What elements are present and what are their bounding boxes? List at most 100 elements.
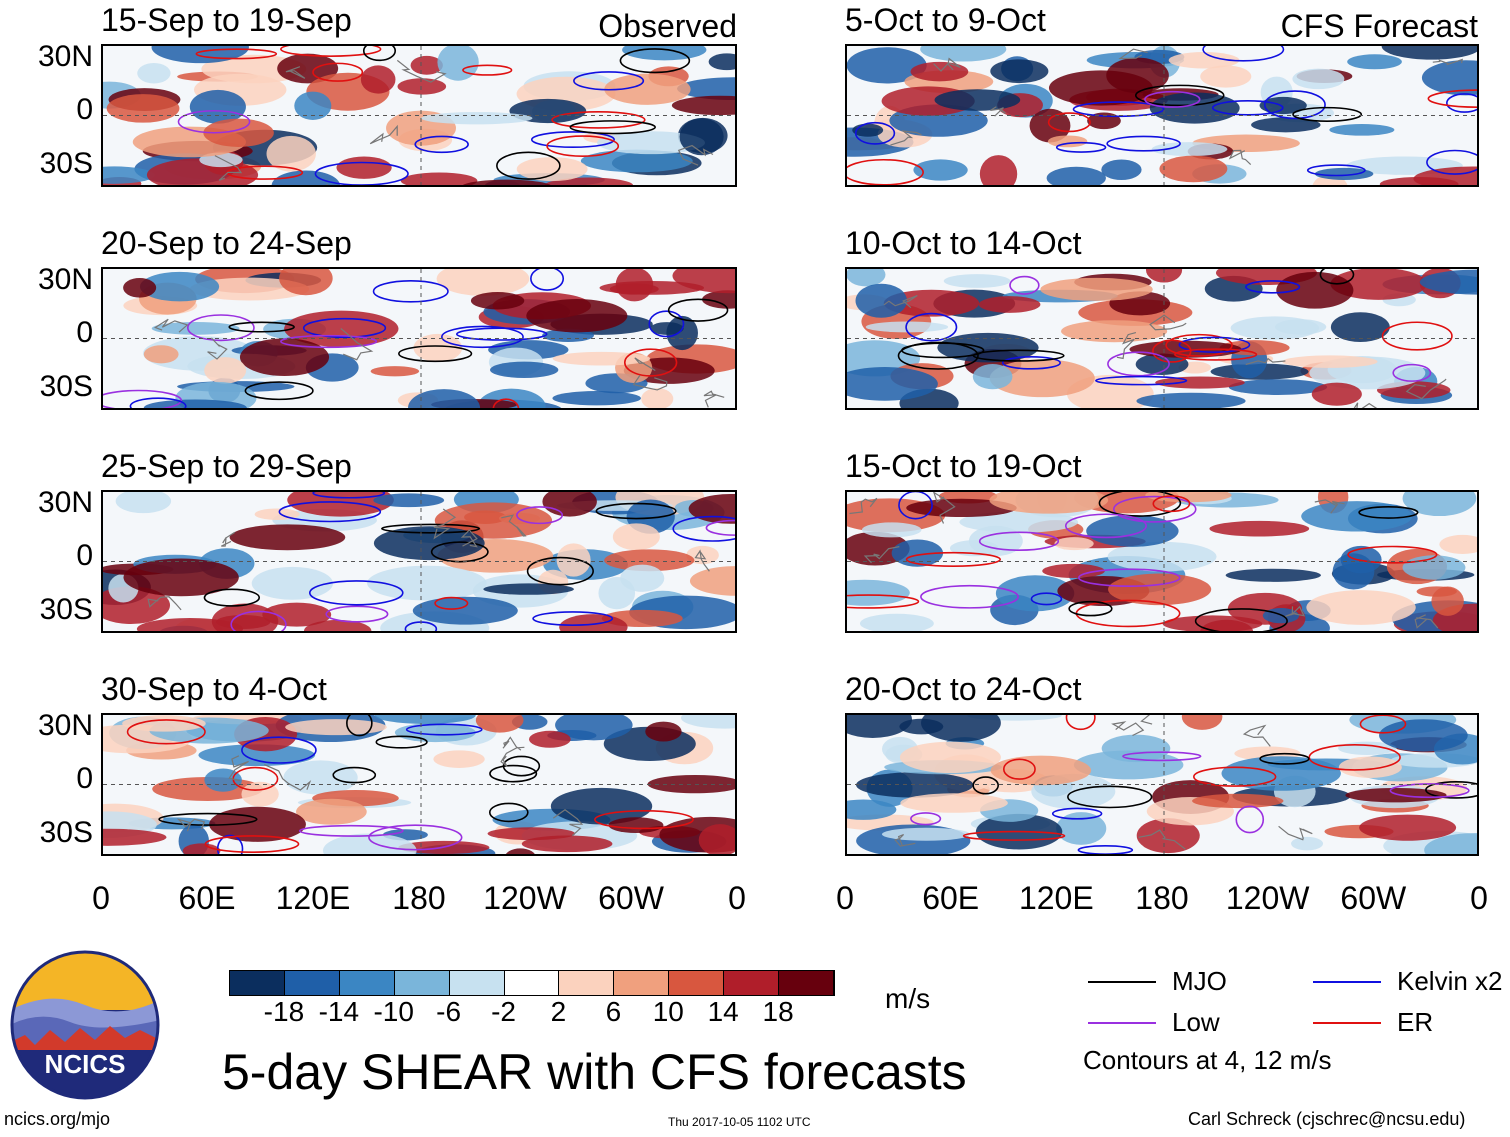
shear-anomaly-blob bbox=[1168, 52, 1240, 69]
shear-anomaly-blob bbox=[123, 558, 239, 597]
site-url[interactable]: ncics.org/mjo bbox=[4, 1109, 111, 1129]
colorbar-tick-label: 18 bbox=[762, 996, 794, 1027]
forecast-panel-title: 15-Oct to 19-Oct bbox=[845, 448, 1082, 484]
shear-anomaly-blob bbox=[989, 492, 1109, 514]
shear-anomaly-blob bbox=[360, 65, 396, 94]
shear-anomaly-blob bbox=[373, 526, 485, 561]
shear-anomaly-blob bbox=[1282, 355, 1378, 368]
shear-anomaly-blob bbox=[608, 817, 664, 833]
shear-anomaly-blob bbox=[1379, 719, 1468, 752]
shear-anomaly-blob bbox=[847, 715, 912, 738]
shear-anomaly-blob bbox=[1101, 159, 1142, 180]
shear-anomaly-blob bbox=[1181, 715, 1223, 730]
colorbar-tick-label: -14 bbox=[318, 996, 360, 1027]
anomaly-contour bbox=[325, 605, 389, 623]
anomaly-contour bbox=[1235, 805, 1265, 834]
shear-anomaly-blob bbox=[143, 399, 247, 408]
legend-swatch bbox=[1088, 1022, 1156, 1024]
lon-tick-label: 120E bbox=[275, 880, 351, 916]
lat-tick-label: 30S bbox=[39, 147, 93, 180]
anomaly-contour bbox=[280, 334, 378, 349]
anomaly-contour bbox=[1202, 46, 1285, 62]
anomaly-contour bbox=[129, 397, 187, 408]
shear-anomaly-blob bbox=[1292, 68, 1345, 90]
anomaly-contour bbox=[594, 810, 694, 830]
shear-anomaly-blob bbox=[979, 155, 1018, 185]
anomaly-contour bbox=[332, 766, 377, 784]
lon-tick-label: 60E bbox=[922, 880, 980, 916]
observed-panel-title: 25-Sep to 29-Sep bbox=[101, 448, 352, 484]
shear-anomaly-blob bbox=[1338, 756, 1402, 779]
shear-anomaly-blob bbox=[900, 793, 1008, 813]
shear-anomaly-blob bbox=[612, 523, 660, 551]
lat-tick-label: 0 bbox=[76, 316, 93, 349]
anomaly-contour bbox=[302, 317, 387, 339]
forecast-map-panel bbox=[845, 713, 1479, 856]
anomaly-contour bbox=[1347, 545, 1438, 564]
shear-anomaly-blob bbox=[906, 498, 1017, 518]
shear-anomaly-blob bbox=[123, 277, 157, 298]
anomaly-contour bbox=[177, 109, 251, 134]
anomaly-contour bbox=[847, 158, 924, 185]
anomaly-contour bbox=[623, 348, 678, 377]
lat-tick-label: 30N bbox=[37, 40, 93, 73]
forecast-panel-title: 5-Oct to 9-Oct bbox=[845, 2, 1046, 38]
forecast-map-panel bbox=[845, 44, 1479, 187]
colorbar-swatch bbox=[559, 971, 615, 995]
anomaly-contour bbox=[1095, 375, 1188, 386]
timestamp: Thu 2017-10-05 1102 UTC bbox=[668, 1115, 811, 1129]
lon-tick-label: 0 bbox=[728, 880, 746, 916]
anomaly-contour bbox=[228, 321, 295, 333]
anomaly-contour bbox=[314, 161, 409, 185]
shear-anomaly-blob bbox=[1056, 812, 1107, 845]
shear-anomaly-blob bbox=[103, 828, 167, 846]
anomaly-contour bbox=[488, 802, 529, 823]
shear-anomaly-blob bbox=[1311, 382, 1362, 406]
anomaly-contour bbox=[1194, 608, 1288, 631]
shear-anomaly-blob bbox=[910, 61, 969, 82]
shear-anomaly-blob bbox=[920, 46, 1007, 62]
legend-swatch bbox=[1313, 981, 1381, 983]
shear-anomaly-blob bbox=[526, 299, 628, 333]
anomaly-contour bbox=[430, 541, 489, 563]
lat-tick-label: 0 bbox=[76, 539, 93, 572]
shear-anomaly-blob bbox=[370, 366, 420, 377]
anomaly-contour bbox=[298, 824, 404, 837]
anomaly-contour bbox=[1319, 269, 1355, 285]
colorbar-swatch bbox=[449, 971, 505, 995]
anomaly-contour bbox=[516, 506, 564, 525]
shear-anomaly-blob bbox=[1135, 353, 1189, 376]
forecast-panel-title: 20-Oct to 24-Oct bbox=[845, 671, 1082, 707]
anomaly-contour bbox=[1113, 495, 1197, 523]
lat-tick-label: 30N bbox=[37, 263, 93, 296]
anomaly-contour bbox=[312, 62, 364, 82]
anomaly-contour bbox=[244, 381, 314, 401]
anomaly-contour bbox=[1245, 280, 1301, 294]
anomaly-contour bbox=[405, 723, 483, 736]
shear-anomaly-blob bbox=[490, 361, 559, 378]
observed-map-panel bbox=[101, 490, 737, 633]
shear-anomaly-blob bbox=[115, 492, 172, 514]
anomaly-contour bbox=[1122, 751, 1202, 762]
lon-tick-label: 0 bbox=[1470, 880, 1488, 916]
shear-anomaly-blob bbox=[470, 292, 525, 310]
shear-anomaly-blob bbox=[182, 843, 221, 854]
anomaly-contour bbox=[1051, 807, 1103, 820]
shear-anomaly-blob bbox=[552, 391, 641, 406]
anomaly-contour bbox=[1078, 568, 1181, 588]
shear-anomaly-blob bbox=[1159, 155, 1228, 183]
shear-anomaly-blob bbox=[1209, 520, 1310, 537]
lat-tick-label: 30N bbox=[37, 486, 93, 519]
anomaly-contour bbox=[203, 588, 261, 607]
anomaly-contour bbox=[672, 515, 735, 542]
shear-anomaly-blob bbox=[251, 566, 333, 600]
shear-anomaly-blob bbox=[641, 388, 674, 408]
shear-anomaly-blob bbox=[1251, 117, 1321, 133]
shear-anomaly-blob bbox=[666, 315, 698, 351]
shear-anomaly-blob bbox=[229, 524, 346, 551]
forecast-map-panel bbox=[845, 267, 1479, 410]
anomaly-contour bbox=[898, 492, 933, 520]
lat-tick-label: 30N bbox=[37, 709, 93, 742]
anomaly-contour bbox=[1106, 135, 1181, 152]
shear-anomaly-blob bbox=[995, 575, 1075, 612]
